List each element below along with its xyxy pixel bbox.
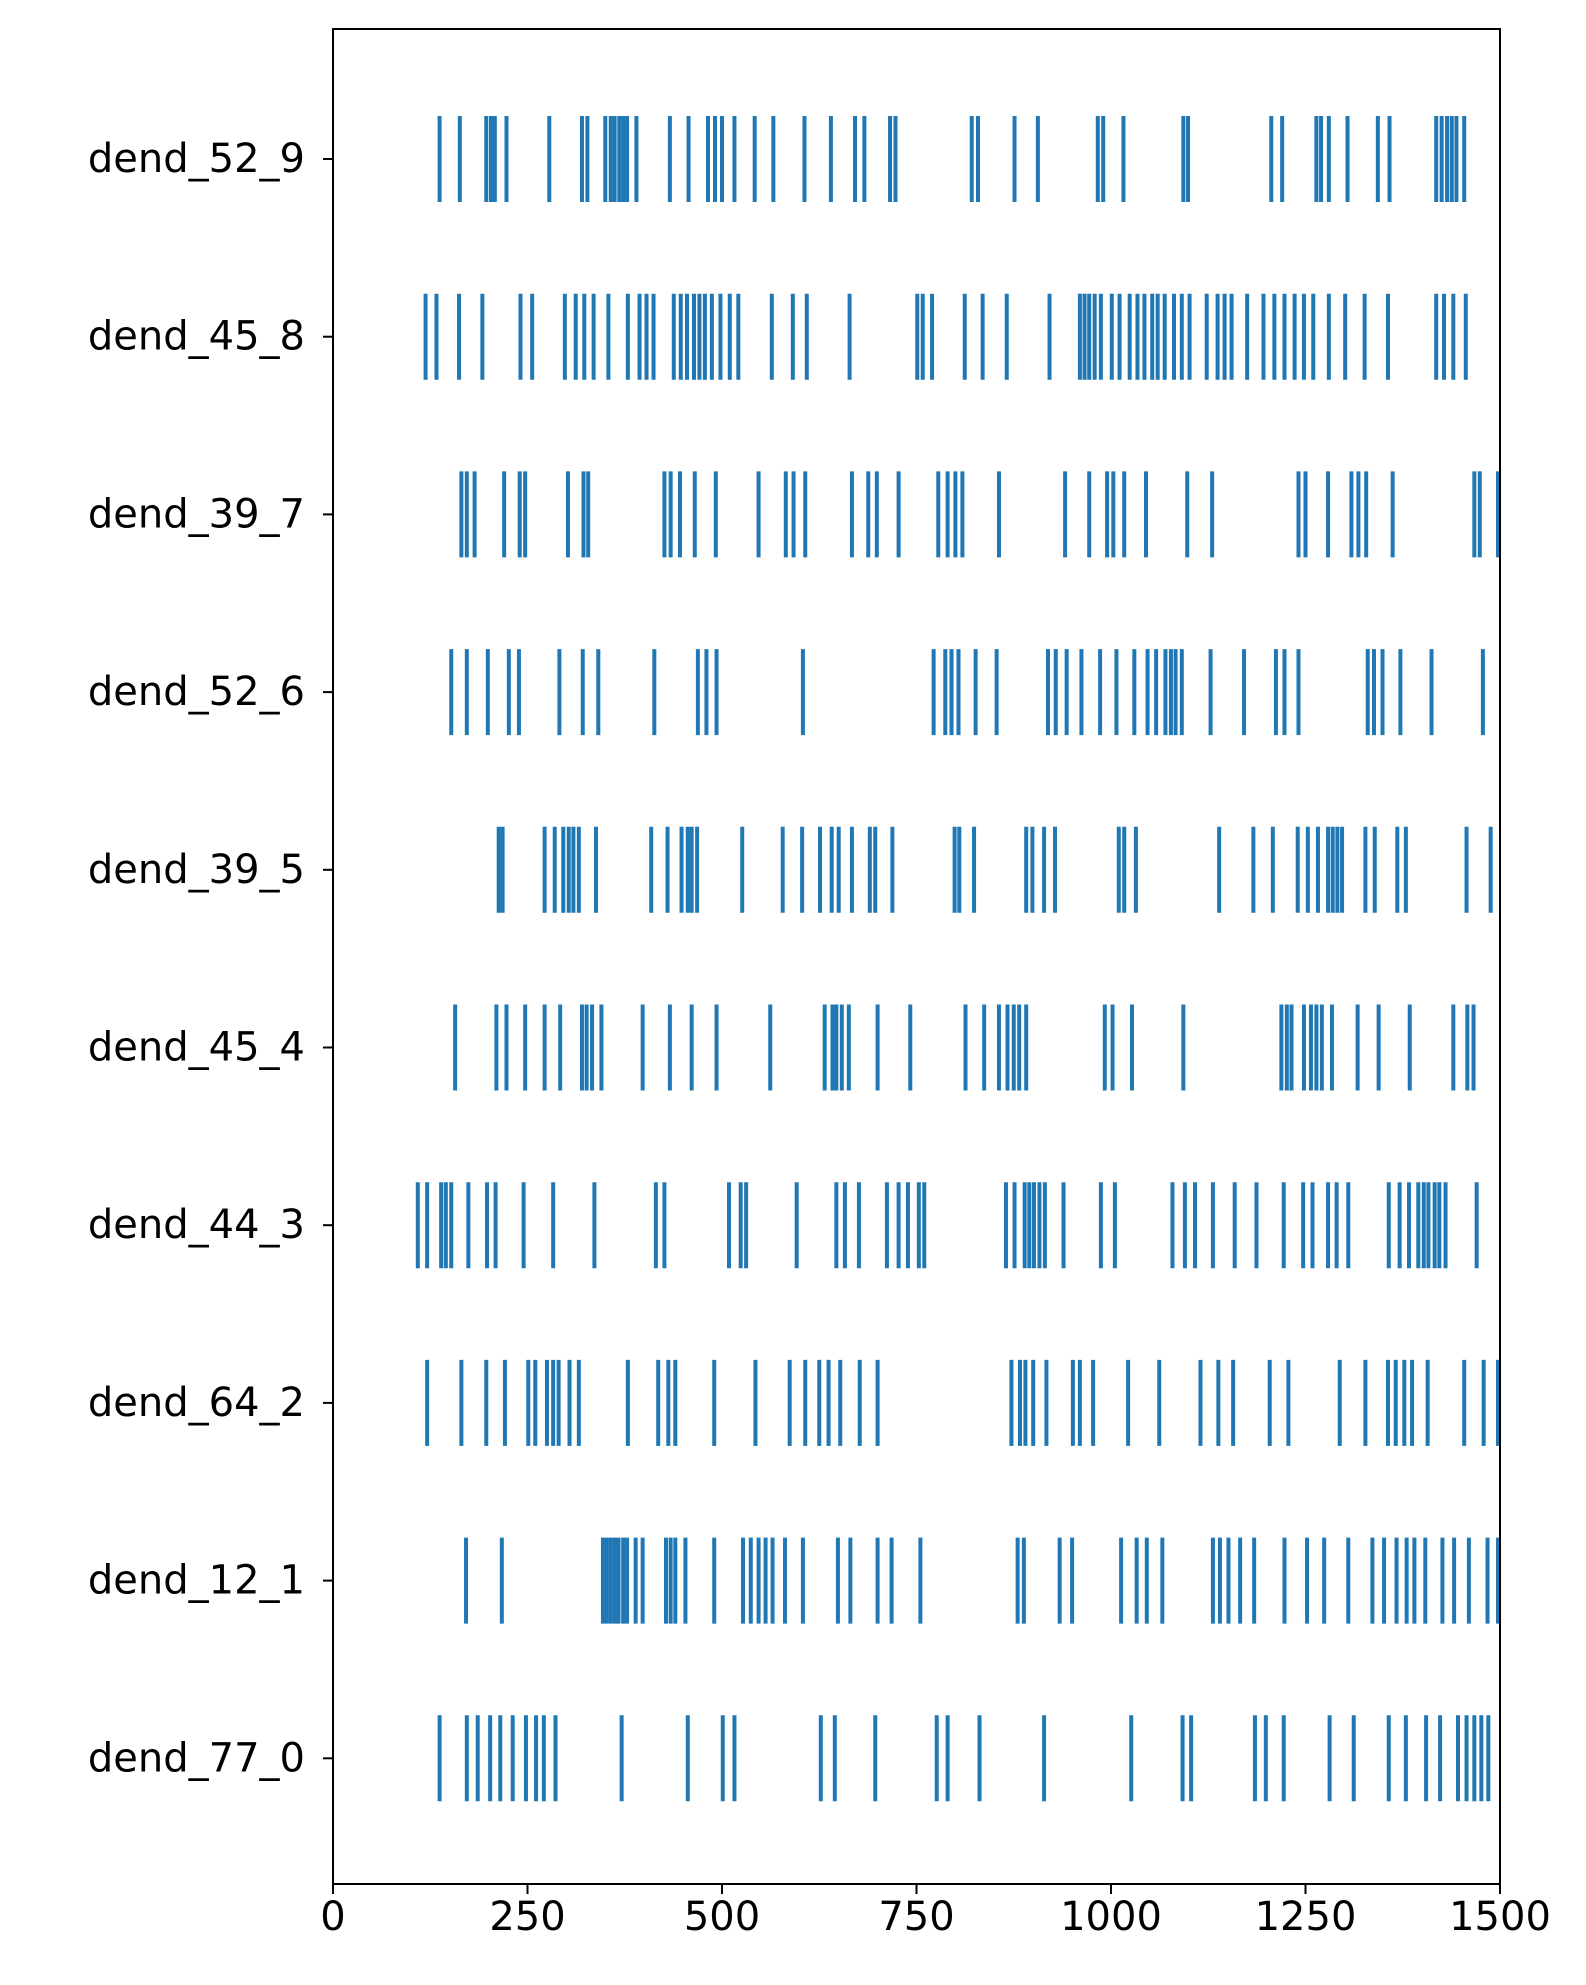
spike-raster [415, 116, 1500, 1802]
spike-train-dend_45_8 [423, 293, 1468, 380]
y-tick-label: dend_45_4 [88, 1025, 305, 1071]
y-tick-label: dend_39_7 [88, 491, 305, 537]
y-tick-label: dend_44_3 [88, 1202, 305, 1248]
x-tick-label: 1250 [1255, 1894, 1357, 1940]
x-tick-label: 500 [684, 1894, 760, 1940]
y-tick-label: dend_77_0 [88, 1735, 305, 1781]
y-tick-label: dend_52_6 [88, 669, 305, 715]
spike-train-dend_39_5 [496, 826, 1493, 913]
y-tick-label: dend_64_2 [88, 1380, 305, 1426]
y-tick-label: dend_39_5 [88, 847, 305, 893]
x-tick-label: 1000 [1060, 1894, 1162, 1940]
spike-train-dend_39_7 [459, 471, 1500, 558]
x-tick-label: 750 [878, 1894, 954, 1940]
spike-train-dend_45_4 [453, 1004, 1476, 1091]
x-tick-label: 250 [489, 1894, 565, 1940]
spike-train-dend_12_1 [464, 1537, 1500, 1624]
spike-train-dend_64_2 [425, 1359, 1500, 1446]
spike-train-dend_44_3 [415, 1182, 1479, 1269]
y-tick-label: dend_52_9 [88, 136, 305, 182]
y-tick-label: dend_45_8 [88, 314, 305, 360]
y-tick-label: dend_12_1 [88, 1558, 305, 1604]
x-tick-label: 1500 [1449, 1894, 1551, 1940]
spike-train-dend_52_6 [449, 649, 1485, 736]
y-axis: dend_52_9 dend_45_8 dend_39_7 dend_52_6dend… [88, 136, 333, 1781]
x-tick-label: 0 [320, 1894, 345, 1940]
spike-train-dend_77_0 [437, 1715, 1491, 1802]
x-axis: 0 250 500 750 1000 1250 1500 [320, 1884, 1551, 1940]
spike-train-dend_52_9 [437, 116, 1467, 202]
